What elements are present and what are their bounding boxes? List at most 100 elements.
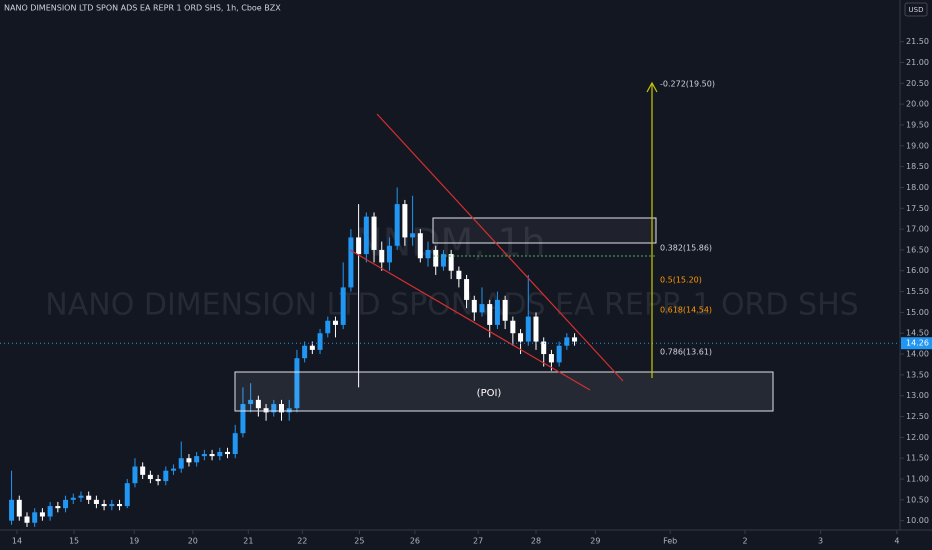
chart-title: NANO DIMENSION LTD SPON ADS EA REPR 1 OR… [4,4,281,13]
y-tick-label: 21.50 [906,37,929,46]
candle-body [240,404,246,434]
candle-body [433,249,439,267]
candle-body [548,354,554,363]
candle-body [55,506,61,509]
candle-body [471,299,477,313]
candle-body [47,506,53,517]
candle-body [24,516,30,523]
candle-body [564,337,570,346]
candle-body [502,299,508,321]
candle-body [348,237,354,288]
candle-body [155,479,161,482]
candle-body [86,495,92,500]
candle-body [425,249,431,259]
y-tick-label: 21.00 [906,58,929,67]
candle-body [248,399,254,405]
candle-body [171,468,177,471]
candle-body [201,454,207,457]
candle-body [232,433,238,455]
resistance-box [432,217,657,244]
candle-body [510,320,516,334]
x-tick-label: 21 [243,537,253,546]
y-tick-label: 14.50 [906,329,929,338]
x-tick-label: 28 [531,537,541,546]
candle-body [309,345,315,350]
candle-body [402,204,408,238]
y-tick-label: 19.50 [906,120,929,129]
y-tick-label: 10.00 [906,516,929,525]
y-tick-label: 11.50 [906,454,929,463]
currency-box [904,2,928,17]
x-tick-label: 19 [129,537,139,546]
candle-body [178,458,184,469]
candle-body [163,470,169,482]
arrow-head [646,81,658,93]
candle-body [302,345,308,359]
candle-body [263,408,269,413]
candle-body [394,204,400,246]
y-tick-label: 20.50 [906,79,929,88]
candle-body [386,245,392,263]
watermark-name: NANO DIMENSION LTD SPON ADS EA REPR 1 OR… [45,288,858,323]
last-price-label: 14.26 [906,339,929,348]
y-tick-label: 10.50 [906,495,929,504]
x-tick-label: 29 [590,537,600,546]
candle-body [479,304,485,313]
candle-body [255,399,261,409]
candle-body [209,454,215,457]
wedge-lower [349,249,591,391]
y-tick-label: 20.00 [906,100,929,109]
x-tick-label: 3 [818,537,823,546]
candle-body [32,512,38,523]
x-tick-label: 15 [69,537,79,546]
candle-body [340,287,346,325]
candle-body [225,451,231,455]
x-tick-label: 2 [742,537,747,546]
candle-body [494,299,500,325]
y-tick-label: 18.00 [906,183,929,192]
candle-body [101,504,107,507]
y-tick-label: 15.00 [906,308,929,317]
x-tick-label: 4 [894,537,899,546]
candle-body [533,316,539,342]
candle-body [124,483,130,507]
y-tick-label: 13.00 [906,391,929,400]
y-tick-label: 17.00 [906,225,929,234]
poi-label: (POI) [477,388,502,399]
x-tick-label: 20 [188,537,198,546]
x-tick-label: 25 [354,537,364,546]
candle-body [140,466,146,475]
poi-box [234,371,774,412]
candle-body [286,408,292,413]
y-tick-label: 15.50 [906,287,929,296]
fib-label: 0.786(13.61) [660,348,712,357]
candle-body [294,358,300,409]
candle-body [147,474,153,480]
x-tick-label: Feb [663,537,677,546]
candle-body [217,451,223,457]
candle-body [278,404,284,413]
y-tick-label: 16.00 [906,266,929,275]
candle-body [572,337,578,342]
candle-body [541,341,547,355]
x-tick-label: 26 [410,537,420,546]
candle-body [317,333,323,350]
candle-body [39,512,45,517]
candle-body [117,504,123,507]
x-tick-label: 22 [297,537,307,546]
candle-body [325,320,331,334]
x-tick-label: 27 [473,537,483,546]
y-tick-label: 18.50 [906,162,929,171]
candle-body [487,304,493,325]
y-tick-label: 13.50 [906,370,929,379]
price-scale [900,0,932,550]
candle-body [186,458,192,463]
candle-body [440,254,446,267]
wedge-upper [376,113,624,382]
y-tick-label: 11.00 [906,475,929,484]
candle-body [464,279,470,300]
x-tick-label: 14 [12,537,22,546]
plot [0,187,900,527]
candle-body [194,456,200,463]
